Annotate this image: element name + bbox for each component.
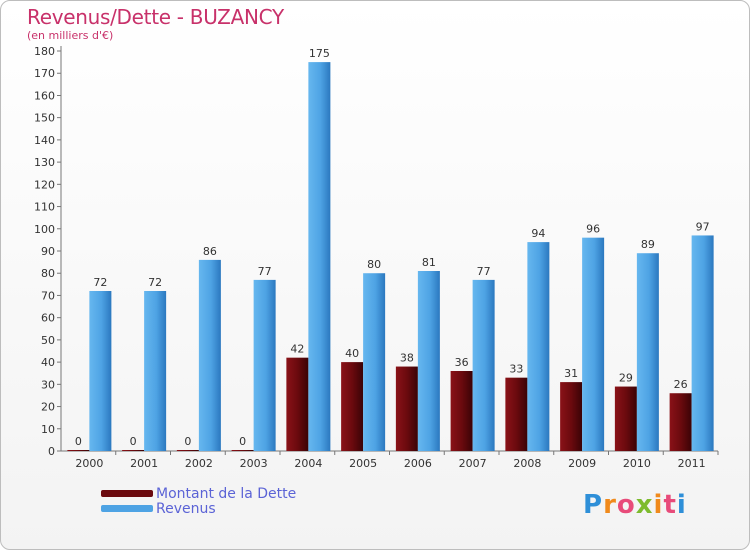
data-label-debt: 36	[455, 356, 469, 369]
logo-letter: i	[676, 490, 687, 520]
bar-revenue	[636, 253, 659, 451]
data-label-revenue: 77	[477, 265, 491, 278]
y-tick-label: 60	[41, 312, 55, 325]
bar-revenue	[527, 242, 550, 451]
bar-debt	[450, 371, 473, 451]
x-tick-label: 2002	[185, 457, 213, 470]
x-tick-label: 2011	[678, 457, 706, 470]
bar-revenue	[253, 279, 276, 451]
x-tick-label: 2004	[294, 457, 322, 470]
legend-swatch-revenue	[101, 505, 153, 512]
x-tick-label: 2003	[240, 457, 268, 470]
data-label-revenue: 94	[531, 227, 545, 240]
y-tick-label: 50	[41, 334, 55, 347]
chart-title: Revenus/Dette - BUZANCY	[27, 5, 284, 29]
bar-debt	[122, 450, 145, 451]
logo-letter: x	[635, 490, 654, 520]
data-label-revenue: 175	[309, 47, 330, 60]
data-label-debt: 42	[290, 343, 304, 356]
logo-letter: o	[616, 490, 636, 520]
logo-letter: r	[603, 490, 617, 520]
bar-debt	[231, 450, 254, 451]
y-tick-label: 120	[34, 178, 55, 191]
bar-debt	[669, 393, 692, 451]
legend-label-debt: Montant de la Dette	[156, 486, 297, 502]
logo-letter: t	[663, 490, 677, 520]
data-label-debt: 29	[619, 372, 633, 385]
y-tick-label: 180	[34, 45, 55, 58]
y-tick-label: 10	[41, 423, 55, 436]
data-label-debt: 38	[400, 352, 414, 365]
legend-swatch-debt	[101, 490, 153, 497]
chart-subtitle: (en milliers d'€)	[27, 29, 114, 42]
bar-revenue	[472, 279, 495, 451]
proxiti-logo: Proxiti	[583, 490, 687, 520]
bar-debt	[341, 362, 364, 451]
bar-revenue	[363, 273, 386, 451]
y-tick-label: 130	[34, 156, 55, 169]
logo-letter: i	[653, 490, 664, 520]
data-label-revenue: 96	[586, 223, 600, 236]
y-tick-label: 20	[41, 401, 55, 414]
y-tick-label: 80	[41, 267, 55, 280]
y-tick-label: 100	[34, 223, 55, 236]
bar-revenue	[144, 291, 167, 451]
data-label-debt: 33	[509, 363, 523, 376]
bar-debt	[176, 450, 199, 451]
bar-revenue	[89, 291, 112, 451]
data-label-revenue: 77	[258, 265, 272, 278]
bar-revenue	[198, 259, 221, 451]
bar-debt	[560, 382, 583, 451]
x-tick-label: 2005	[349, 457, 377, 470]
bar-debt	[67, 450, 90, 451]
x-tick-label: 2008	[513, 457, 541, 470]
chart-bars	[67, 62, 714, 451]
data-label-debt: 40	[345, 347, 359, 360]
x-tick-label: 2010	[623, 457, 651, 470]
legend-label-revenue: Revenus	[156, 501, 216, 517]
chart-labels: 0 72 0 72 0 86 0 77 42 175 40 80 38 81 36 77 33 94 31 96 29 8…	[75, 47, 710, 448]
bar-revenue	[417, 271, 440, 451]
y-tick-label: 70	[41, 289, 55, 302]
y-tick-label: 0	[48, 445, 55, 458]
y-tick-label: 110	[34, 201, 55, 214]
y-tick-label: 140	[34, 134, 55, 147]
data-label-revenue: 81	[422, 256, 436, 269]
y-tick-label: 90	[41, 245, 55, 258]
y-tick-label: 170	[34, 67, 55, 80]
data-label-debt: 0	[184, 435, 191, 448]
data-label-revenue: 72	[148, 276, 162, 289]
y-tick-label: 40	[41, 356, 55, 369]
bar-revenue	[308, 62, 331, 451]
data-label-revenue: 89	[641, 238, 655, 251]
data-label-debt: 0	[75, 435, 82, 448]
x-tick-label: 2000	[75, 457, 103, 470]
data-label-debt: 26	[674, 378, 688, 391]
data-label-revenue: 80	[367, 258, 381, 271]
bar-debt	[395, 366, 418, 451]
bar-revenue	[582, 237, 605, 451]
bar-debt	[286, 357, 309, 451]
data-label-debt: 0	[130, 435, 137, 448]
x-tick-label: 2006	[404, 457, 432, 470]
y-tick-label: 150	[34, 112, 55, 125]
x-tick-label: 2007	[459, 457, 487, 470]
data-label-revenue: 86	[203, 245, 217, 258]
y-tick-label: 30	[41, 378, 55, 391]
logo-letter: P	[583, 490, 604, 520]
y-tick-label: 160	[34, 89, 55, 102]
data-label-debt: 0	[239, 435, 246, 448]
data-label-debt: 31	[564, 367, 578, 380]
bar-debt	[505, 377, 528, 451]
x-tick-label: 2009	[568, 457, 596, 470]
chart-axes: 0 10 20 30 40 50 60 70 80 90 100 110 120 130 140 150 160…	[34, 45, 719, 470]
data-label-revenue: 97	[696, 220, 710, 233]
x-tick-label: 2001	[130, 457, 158, 470]
bar-debt	[614, 386, 637, 451]
bar-revenue	[691, 235, 714, 451]
data-label-revenue: 72	[93, 276, 107, 289]
